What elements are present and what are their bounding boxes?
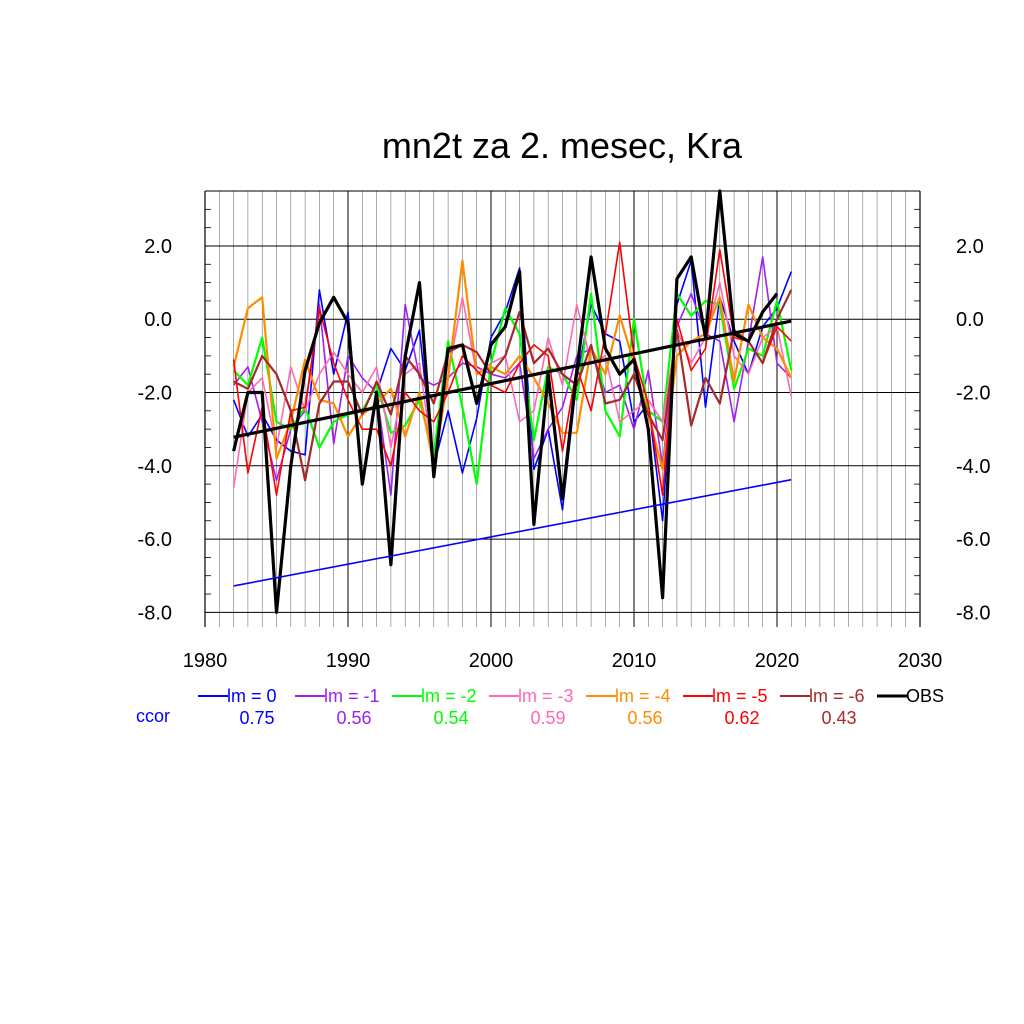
trend-line <box>233 319 792 439</box>
series-line <box>232 256 792 496</box>
legend-ccor-value: 0.43 <box>821 708 856 728</box>
legend-ccor-value: 0.54 <box>433 708 468 728</box>
y-tick-label-right: 2.0 <box>956 236 984 258</box>
y-tick-label-right: -2.0 <box>956 383 990 405</box>
series-line <box>232 292 793 486</box>
legend-label: lm = -5 <box>712 686 768 706</box>
legend-ccor-value: 0.75 <box>239 708 274 728</box>
y-tick-label-left: 0.0 <box>144 309 172 331</box>
chart-title: mn2t za 2. mesec, Kra <box>382 125 743 166</box>
x-tick-label: 1980 <box>183 650 228 672</box>
x-tick-label: 2020 <box>755 650 800 672</box>
legend-label: lm = -4 <box>615 686 671 706</box>
legend-label: lm = 0 <box>227 686 277 706</box>
x-tick-label: 2000 <box>469 650 514 672</box>
legend-ccor-value: 0.56 <box>627 708 662 728</box>
legend-label: lm = -3 <box>518 686 574 706</box>
series-line <box>232 259 793 471</box>
y-tick-label-right: -8.0 <box>956 602 990 624</box>
legend-ccor-label: ccor <box>136 706 170 726</box>
grid-lines <box>204 191 921 627</box>
series-line <box>232 189 779 614</box>
y-tick-label-right: -6.0 <box>956 529 990 551</box>
series-line <box>232 259 793 522</box>
plot-frame: 2.0 2.0 0.0 0.0 -2.0 -2.0 -4.0 -4.0 -6.0 -6.0 -8.0… <box>138 190 990 672</box>
x-tick-label: 2030 <box>898 650 943 672</box>
y-tick-label-left: -4.0 <box>138 456 172 478</box>
y-tick-label-left: -2.0 <box>138 383 172 405</box>
legend-label: lm = -6 <box>809 686 865 706</box>
data-series <box>232 189 793 614</box>
legend-ccor-value: 0.62 <box>724 708 759 728</box>
legend-label: OBS <box>906 686 944 706</box>
y-tick-label-left: 2.0 <box>144 236 172 258</box>
y-tick-label-left: -6.0 <box>138 529 172 551</box>
x-tick-label: 1990 <box>326 650 371 672</box>
y-tick-label-right: -4.0 <box>956 456 990 478</box>
trend-line <box>233 478 792 587</box>
x-tick-label: 2010 <box>612 650 657 672</box>
series-line <box>233 289 793 482</box>
series-line <box>232 241 792 496</box>
legend-label: lm = -2 <box>421 686 477 706</box>
legend-ccor-value: 0.59 <box>530 708 565 728</box>
y-tick-label-left: -8.0 <box>138 602 172 624</box>
y-tick-label-right: 0.0 <box>956 309 984 331</box>
series-line <box>232 281 793 488</box>
legend-ccor-value: 0.56 <box>336 708 371 728</box>
legend-label: lm = -1 <box>324 686 380 706</box>
